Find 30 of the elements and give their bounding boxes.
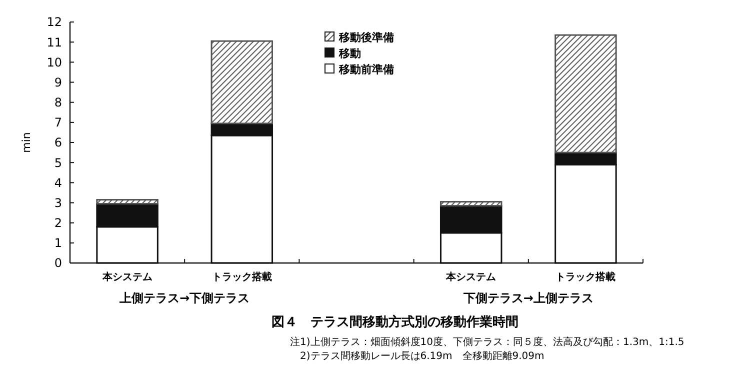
y-tick-label: 5	[54, 156, 62, 170]
x-tick-label: 本システム	[445, 271, 496, 283]
y-tick-label: 0	[54, 256, 62, 270]
bar	[96, 198, 158, 205]
y-tick-label: 3	[54, 196, 62, 210]
text: 下側テラス→上側テラス	[462, 291, 594, 305]
legend-label: 移動後準備	[338, 31, 394, 44]
text: 上側テラス→下側テラス	[118, 291, 250, 305]
y-axis-title: min	[20, 132, 33, 153]
y-tick-label: 10	[46, 55, 62, 70]
text: 2)テラス間移動レール長は6.19m 全移動距離9.09m	[300, 350, 544, 362]
x-tick-label: トラック搭載	[556, 271, 616, 283]
bar	[440, 200, 502, 207]
y-tick-label: 9	[54, 75, 62, 90]
y-tick-label: 4	[54, 176, 62, 190]
y-tick-label: 11	[46, 35, 62, 50]
bar	[554, 34, 617, 154]
x-tick-label: 本システム	[101, 271, 152, 283]
text: 図４ テラス間移動方式別の移動作業時間	[272, 314, 518, 330]
y-tick-label: 2	[54, 216, 62, 230]
legend-label: 移動	[338, 47, 361, 60]
bar	[210, 40, 274, 124]
y-tick-label: 1	[54, 236, 62, 250]
y-tick-label: 8	[54, 96, 62, 110]
x-tick-label: トラック搭載	[212, 271, 272, 283]
text: 注1)上側テラス：畑面傾斜度10度、下側テラス：同５度、法高及び勾配：1.3m、1:1.5	[290, 336, 684, 348]
y-tick-label: 12	[46, 15, 62, 30]
y-tick-label: 6	[54, 136, 62, 150]
y-tick-label: 7	[54, 116, 62, 130]
legend-label: 移動前準備	[338, 63, 394, 76]
